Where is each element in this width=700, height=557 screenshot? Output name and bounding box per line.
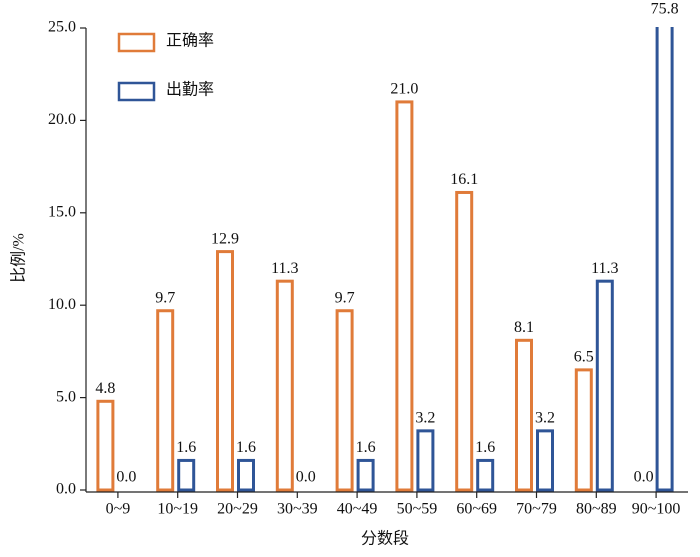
- bar: [356, 458, 375, 492]
- value-label: 16.1: [450, 171, 478, 188]
- legend-swatch: [117, 32, 156, 53]
- bar: [515, 338, 533, 492]
- value-label: 0.0: [296, 469, 316, 486]
- value-label: 21.0: [390, 81, 418, 98]
- y-tick-label: 20.0: [48, 111, 76, 128]
- bar: [395, 100, 414, 492]
- value-label: 0.0: [116, 469, 136, 486]
- legend-swatch: [117, 81, 156, 102]
- bar: [416, 429, 435, 492]
- bar: [335, 309, 354, 492]
- y-tick-label: 10.0: [48, 296, 76, 313]
- value-label: 1.6: [475, 439, 495, 456]
- bar: [476, 458, 495, 492]
- value-label: 8.1: [514, 319, 534, 336]
- y-tick-label: 0.0: [56, 481, 76, 498]
- x-axis-label: 分数段: [361, 530, 409, 548]
- value-label: 4.8: [95, 380, 115, 397]
- value-label: 1.6: [356, 439, 376, 456]
- value-label: 11.3: [271, 260, 298, 277]
- x-tick-label: 70~79: [516, 501, 557, 518]
- value-label: 1.6: [236, 439, 256, 456]
- bar: [455, 190, 474, 492]
- bar: [574, 368, 593, 492]
- value-label: 3.2: [415, 410, 435, 427]
- legend-label: 正确率: [166, 32, 214, 50]
- plot-area: [96, 27, 674, 492]
- y-tick-label: 5.0: [56, 388, 76, 405]
- value-label: 9.7: [335, 289, 355, 306]
- x-tick-label: 90~100: [632, 501, 681, 518]
- x-tick-label: 10~19: [157, 501, 198, 518]
- value-label: 0.0: [634, 469, 654, 486]
- value-label: 1.6: [176, 439, 196, 456]
- x-tick-label: 80~89: [576, 501, 617, 518]
- bar: [536, 429, 554, 492]
- value-label: 11.3: [591, 260, 618, 277]
- bar: [275, 279, 294, 492]
- legend-label: 出勤率: [166, 81, 214, 99]
- bar: [216, 250, 234, 492]
- bar: [237, 458, 255, 492]
- x-tick-label: 50~59: [397, 501, 438, 518]
- bar: [595, 279, 614, 492]
- value-label: 12.9: [211, 230, 239, 247]
- x-tick-label: 40~49: [337, 501, 378, 518]
- x-tick-label: 0~9: [106, 501, 131, 518]
- value-label: 75.8: [651, 1, 679, 18]
- bar: [156, 309, 175, 492]
- y-tick-label: 25.0: [48, 19, 76, 36]
- value-label: 9.7: [155, 289, 175, 306]
- x-tick-label: 60~69: [456, 501, 497, 518]
- bar: [177, 458, 196, 492]
- x-tick-label: 20~29: [217, 501, 258, 518]
- value-label: 3.2: [535, 410, 555, 427]
- y-tick-label: 15.0: [48, 203, 76, 220]
- y-axis-label: 比例/%: [10, 233, 28, 283]
- x-tick-label: 30~39: [277, 501, 318, 518]
- bar: [96, 399, 115, 492]
- bar: [655, 27, 674, 492]
- value-label: 6.5: [574, 349, 594, 366]
